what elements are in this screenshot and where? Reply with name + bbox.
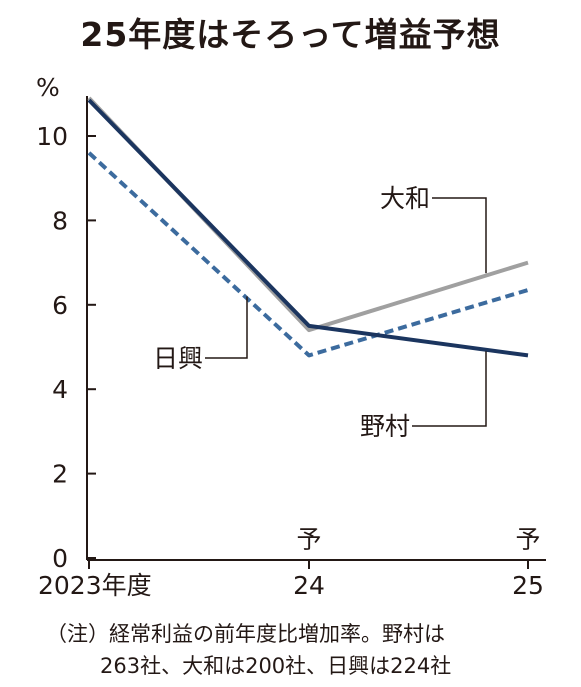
y-tick-label: 10 [36,122,68,151]
y-axis-unit-label: % [36,73,60,102]
x-tick-label: 25 [512,571,544,600]
series-label-leader [412,351,487,427]
x-axis-ticks: 2023年度 24 25 [38,560,544,600]
x-tick-label: 24 [293,571,325,600]
series-label: 日興 [153,344,203,373]
y-tick-label: 6 [52,291,68,320]
y-tick-label: 8 [52,206,68,235]
y-axis-ticks: 0 2 4 6 8 10 [36,122,96,573]
y-tick-label: 4 [52,375,68,404]
chart-title: 25年度はそろって増益予想 [80,15,501,54]
series-label-leader [205,296,248,359]
y-tick-label: 0 [52,544,68,573]
footnote-line-2: 263社、大和は200社、日興は224社 [100,654,452,678]
series-label: 野村 [360,412,410,441]
series-layer [87,96,529,358]
x-tick-label: 2023年度 [38,571,152,600]
forecast-marks: 予予 [296,525,540,554]
forecast-mark: 予 [296,525,321,554]
y-tick-label: 2 [52,460,68,489]
series-label-leader [432,197,487,274]
series-line [87,151,529,358]
footnote-line-1: （注）経常利益の前年度比増加率。野村は [46,622,445,646]
series-line [87,98,529,358]
series-label: 大和 [380,184,430,213]
forecast-mark: 予 [515,525,540,554]
